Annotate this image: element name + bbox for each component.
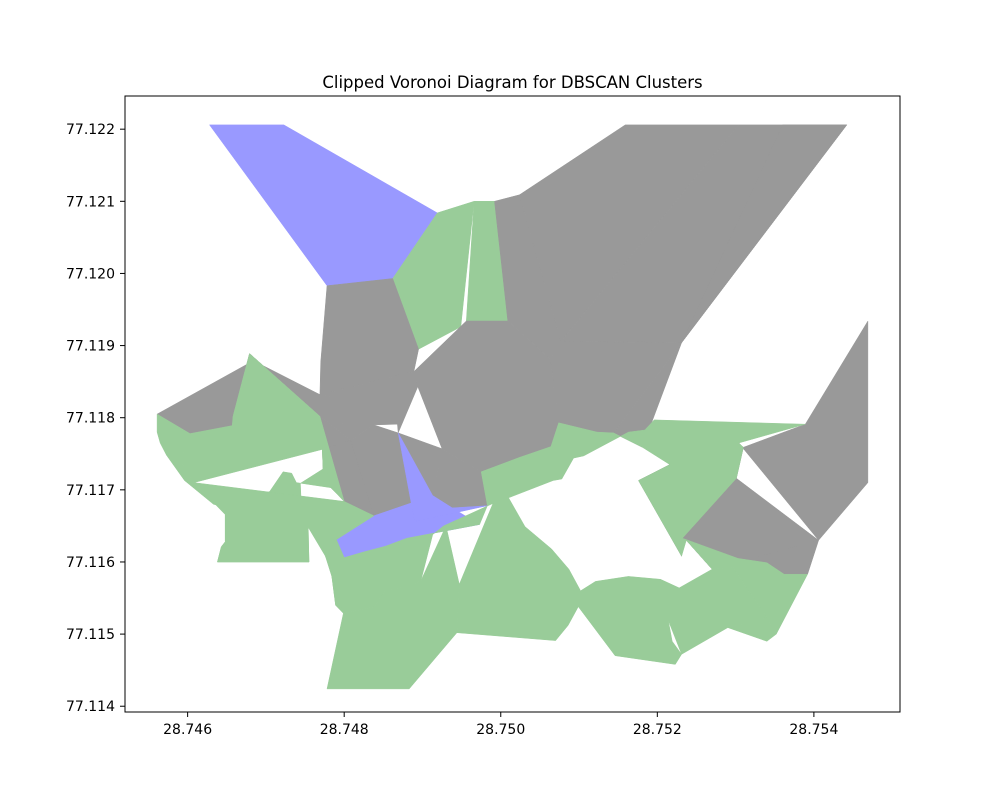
voronoi-cell-gray: [681, 124, 848, 343]
x-tick-label: 28.748: [320, 722, 369, 738]
voronoi-cell-green: [727, 617, 777, 642]
voronoi-cells: [156, 124, 869, 690]
x-tick-label: 28.752: [633, 722, 682, 738]
voronoi-cell-blue: [397, 432, 488, 522]
x-tick-label: 28.746: [163, 722, 212, 738]
voronoi-cell-green: [392, 201, 475, 350]
y-tick-label: 77.118: [66, 411, 115, 427]
y-tick-label: 77.117: [66, 483, 115, 499]
axes-frame: [124, 95, 901, 713]
chart-title: Clipped Voronoi Diagram for DBSCAN Clust…: [322, 73, 702, 92]
x-tick-label: 28.754: [789, 722, 838, 738]
y-tick-label: 77.120: [66, 266, 115, 282]
y-axis-ticks: 77.114 77.115 77.116 77.117 77.118 77.119 77.1…: [66, 122, 125, 715]
y-tick-label: 77.119: [66, 339, 115, 355]
voronoi-cell-green: [456, 497, 581, 641]
x-axis-ticks: 28.746 28.748 28.750 28.752 28.754: [163, 712, 838, 738]
y-tick-label: 77.122: [66, 122, 115, 138]
voronoi-cell-green: [668, 566, 768, 655]
y-tick-label: 77.121: [66, 194, 115, 210]
x-tick-label: 28.750: [476, 722, 525, 738]
y-tick-label: 77.114: [66, 699, 115, 715]
y-tick-label: 77.116: [66, 555, 115, 571]
y-tick-label: 77.115: [66, 627, 115, 643]
